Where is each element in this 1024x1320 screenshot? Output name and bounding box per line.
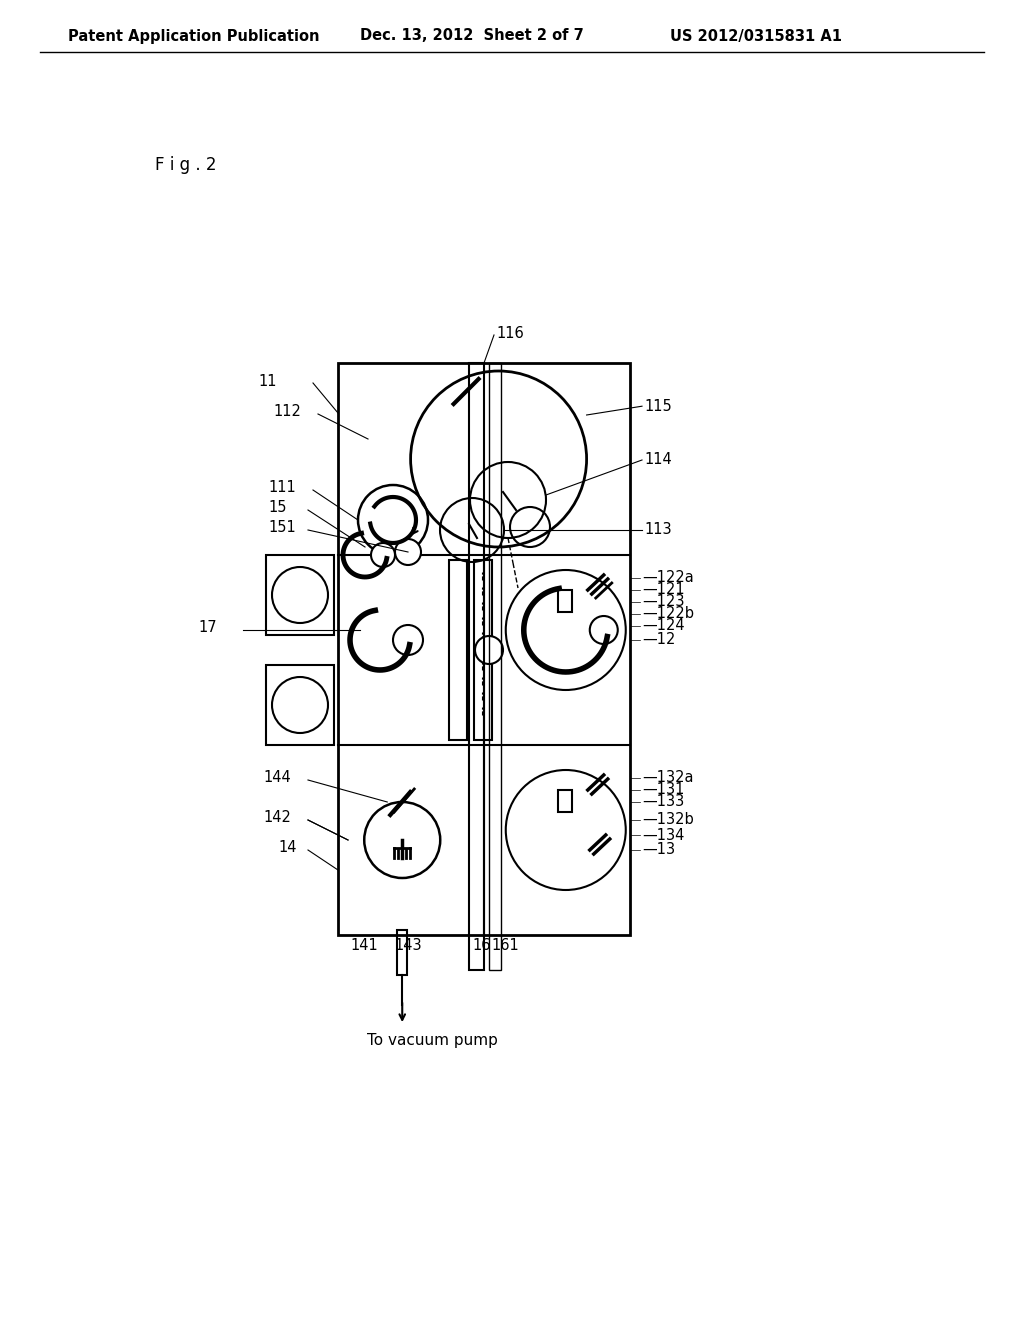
Text: —123: —123 xyxy=(642,594,684,610)
Text: Patent Application Publication: Patent Application Publication xyxy=(68,29,319,44)
Text: —131: —131 xyxy=(642,783,684,797)
Circle shape xyxy=(475,636,503,664)
Text: 116: 116 xyxy=(496,326,523,341)
Text: 112: 112 xyxy=(273,404,301,420)
Bar xyxy=(266,554,334,635)
Text: 16: 16 xyxy=(472,937,490,953)
Text: Dec. 13, 2012  Sheet 2 of 7: Dec. 13, 2012 Sheet 2 of 7 xyxy=(360,29,584,44)
Text: —133: —133 xyxy=(642,795,684,809)
Bar xyxy=(266,665,334,744)
Text: 161: 161 xyxy=(490,937,519,953)
Circle shape xyxy=(371,543,395,568)
Bar xyxy=(469,363,484,970)
Text: 151: 151 xyxy=(268,520,296,536)
Text: 141: 141 xyxy=(350,937,378,953)
Text: 142: 142 xyxy=(263,810,291,825)
Text: 14: 14 xyxy=(278,841,297,855)
Text: —13: —13 xyxy=(642,842,675,858)
Text: —121: —121 xyxy=(642,582,685,598)
Text: 11: 11 xyxy=(258,374,276,388)
Text: —132b: —132b xyxy=(642,813,693,828)
Text: —122b: —122b xyxy=(642,606,694,622)
Text: 115: 115 xyxy=(644,399,672,413)
Bar xyxy=(397,931,408,975)
Bar xyxy=(474,560,492,741)
Circle shape xyxy=(393,624,423,655)
Circle shape xyxy=(395,539,421,565)
Text: 113: 113 xyxy=(644,523,672,537)
Bar xyxy=(558,789,571,812)
Bar xyxy=(338,363,630,935)
Text: 144: 144 xyxy=(263,771,291,785)
Text: To vacuum pump: To vacuum pump xyxy=(368,1032,498,1048)
Text: 15: 15 xyxy=(268,500,287,516)
Text: —132a: —132a xyxy=(642,771,693,785)
Circle shape xyxy=(590,616,617,644)
Bar xyxy=(449,560,467,741)
Text: F i g . 2: F i g . 2 xyxy=(155,156,216,174)
Text: —12: —12 xyxy=(642,632,676,648)
Bar xyxy=(489,363,501,970)
Text: —122a: —122a xyxy=(642,570,693,586)
Text: —124: —124 xyxy=(642,619,685,634)
Text: 143: 143 xyxy=(394,937,422,953)
Text: US 2012/0315831 A1: US 2012/0315831 A1 xyxy=(670,29,842,44)
Text: 114: 114 xyxy=(644,453,672,467)
Text: 17: 17 xyxy=(198,620,217,635)
Text: 111: 111 xyxy=(268,480,296,495)
Bar xyxy=(558,590,571,612)
Text: —134: —134 xyxy=(642,828,684,842)
